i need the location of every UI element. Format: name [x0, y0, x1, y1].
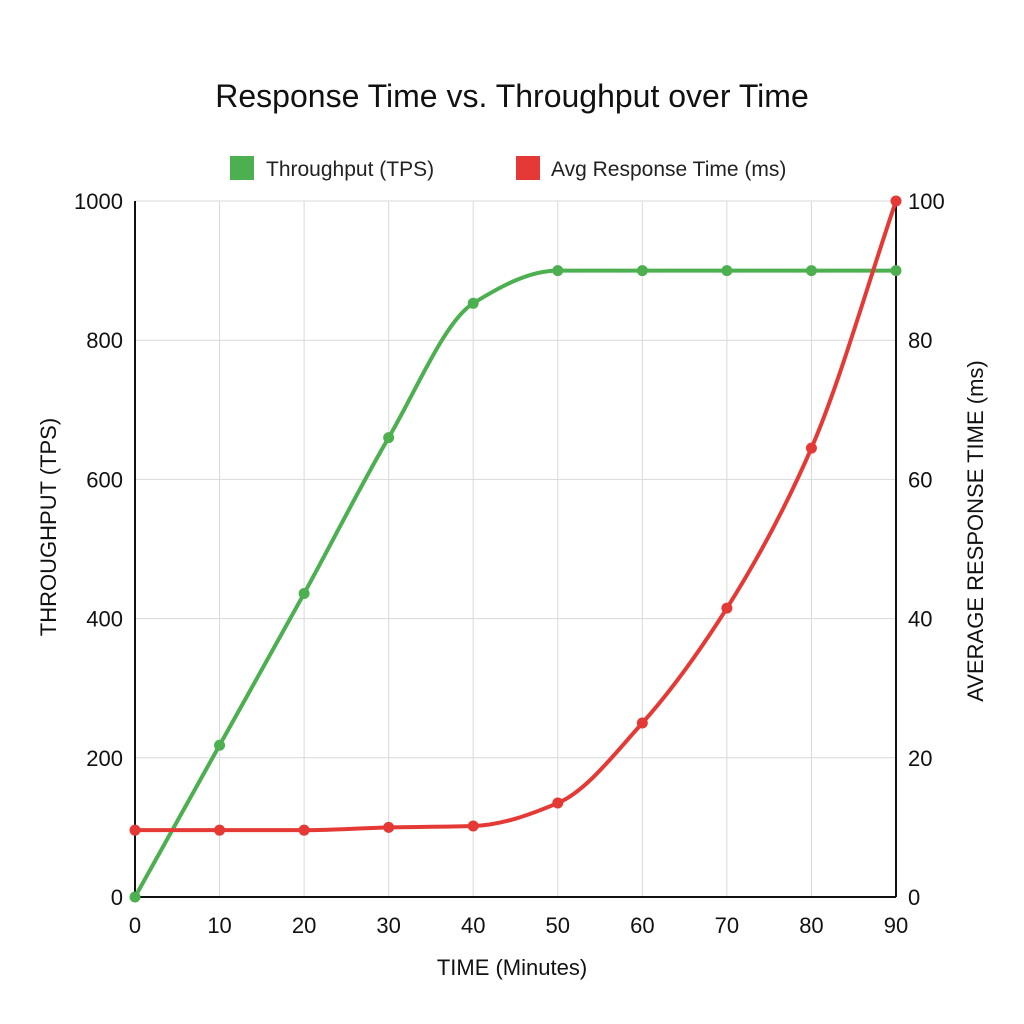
legend-swatch-response-time — [516, 156, 540, 180]
data-point-throughput — [467, 297, 479, 309]
y-axis-left-label: THROUGHPUT (TPS) — [36, 418, 61, 636]
data-point-response-time — [383, 821, 395, 833]
data-point-throughput — [890, 265, 902, 277]
x-tick-label: 50 — [546, 913, 570, 938]
data-point-response-time — [721, 602, 733, 614]
data-point-response-time — [214, 824, 226, 836]
data-point-response-time — [636, 717, 648, 729]
data-point-response-time — [805, 442, 817, 454]
y-right-tick-label: 80 — [908, 328, 932, 353]
data-point-response-time — [552, 797, 564, 809]
y-right-tick-label: 100 — [908, 189, 945, 214]
x-tick-label: 90 — [884, 913, 908, 938]
x-axis-label: TIME (Minutes) — [437, 955, 587, 980]
data-point-response-time — [298, 824, 310, 836]
data-point-throughput — [805, 265, 817, 277]
tick-labels: 0 10 20 30 40 50 60 70 80 90020040060080010000204… — [74, 189, 945, 938]
legend: Throughput (TPS) Avg Response Time (ms) — [230, 156, 786, 181]
y-left-tick-label: 1000 — [74, 189, 123, 214]
y-left-tick-label: 200 — [86, 746, 123, 771]
data-point-response-time — [467, 820, 479, 832]
data-point-throughput — [298, 588, 310, 600]
x-tick-label: 70 — [715, 913, 739, 938]
x-tick-label: 40 — [461, 913, 485, 938]
x-tick-label: 30 — [376, 913, 400, 938]
y-left-tick-label: 800 — [86, 328, 123, 353]
y-left-tick-label: 400 — [86, 607, 123, 632]
series-line-throughput — [133, 268, 898, 899]
data-point-response-time — [890, 195, 902, 207]
y-right-tick-label: 20 — [908, 746, 932, 771]
axes — [134, 201, 897, 898]
chart-title: Response Time vs. Throughput over Time — [215, 78, 808, 114]
y-right-tick-label: 0 — [908, 885, 920, 910]
x-tick-label: 0 — [129, 913, 141, 938]
y-right-tick-label: 40 — [908, 607, 932, 632]
series — [129, 195, 902, 903]
legend-label-response-time: Avg Response Time (ms) — [551, 158, 786, 181]
data-point-throughput — [214, 739, 226, 751]
data-point-throughput — [636, 265, 648, 277]
legend-swatch-throughput — [230, 156, 254, 180]
legend-label-throughput: Throughput (TPS) — [266, 158, 434, 181]
data-point-response-time — [129, 824, 141, 836]
data-point-throughput — [721, 265, 733, 277]
x-tick-label: 20 — [292, 913, 316, 938]
data-point-throughput — [383, 432, 395, 444]
series-line-response-time — [133, 199, 898, 833]
y-left-tick-label: 600 — [86, 467, 123, 492]
grid — [134, 200, 897, 898]
y-axis-right-label: AVERAGE RESPONSE TIME (ms) — [963, 360, 988, 701]
data-point-throughput — [552, 265, 564, 277]
x-tick-label: 60 — [630, 913, 654, 938]
data-point-throughput — [129, 891, 141, 903]
x-tick-label: 10 — [207, 913, 231, 938]
x-tick-label: 80 — [799, 913, 823, 938]
y-left-tick-label: 0 — [111, 885, 123, 910]
y-right-tick-label: 60 — [908, 467, 932, 492]
